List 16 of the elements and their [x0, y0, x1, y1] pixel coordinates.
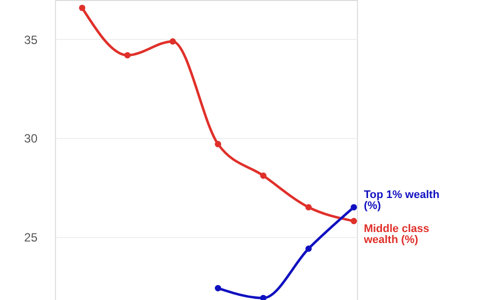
y-tick-label: 25: [24, 230, 38, 244]
y-tick-label: 35: [24, 32, 38, 47]
point: [350, 218, 357, 224]
point: [350, 204, 357, 210]
point: [305, 204, 312, 210]
point: [260, 294, 266, 300]
point: [214, 140, 222, 148]
point: [305, 246, 312, 252]
point: [170, 38, 176, 45]
series-label: Middle class wealth (%): [362, 223, 430, 246]
point: [124, 52, 131, 58]
point: [79, 4, 86, 12]
point: [214, 285, 222, 292]
y-tick-label: 30: [24, 132, 38, 146]
series-label: Top 1% wealth (%): [364, 189, 440, 212]
point: [260, 172, 266, 179]
